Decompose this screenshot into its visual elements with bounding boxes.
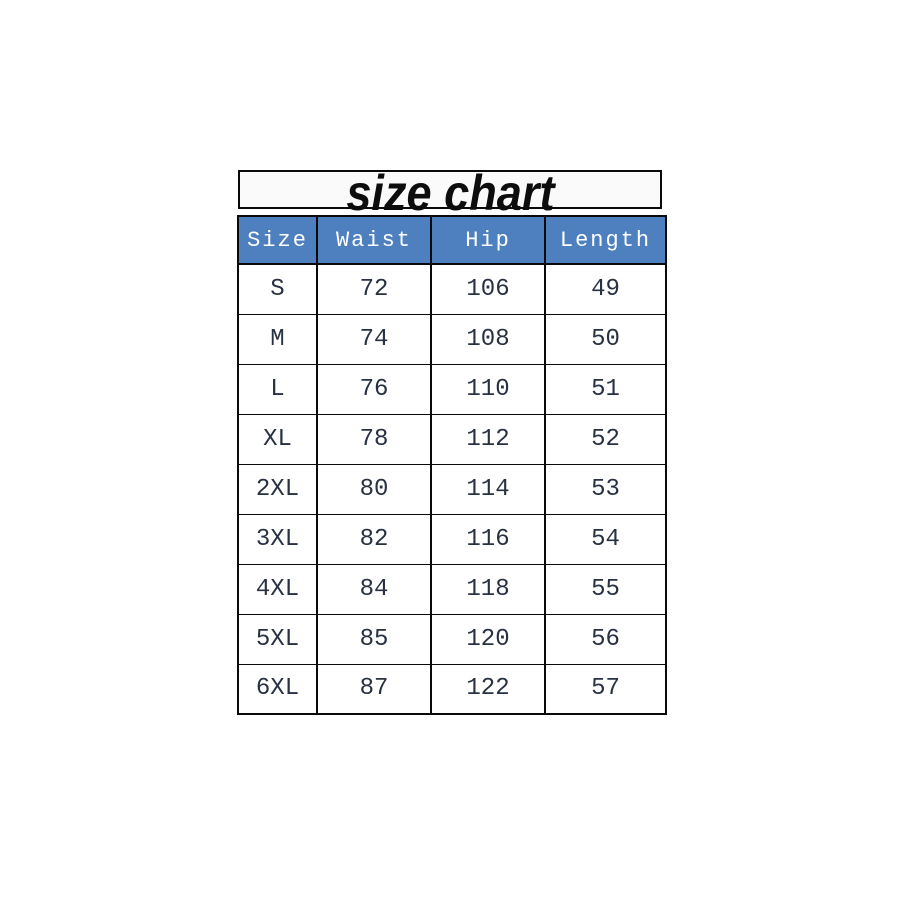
value-cell: 85 [316, 613, 432, 665]
value-cell: 110 [430, 363, 546, 415]
table-row: 6XL 87 122 57 [237, 663, 667, 715]
size-cell: 6XL [237, 663, 318, 715]
value-cell: 82 [316, 513, 432, 565]
table-row: S 72 106 49 [237, 263, 667, 315]
value-cell: 106 [430, 263, 546, 315]
value-cell: 50 [544, 313, 667, 365]
column-header-length: Length [544, 216, 667, 265]
chart-title: size chart [345, 164, 555, 221]
header-row: Size Waist Hip Length [237, 216, 667, 265]
table-row: L 76 110 51 [237, 363, 667, 415]
value-cell: 49 [544, 263, 667, 315]
value-cell: 53 [544, 463, 667, 515]
size-cell: S [237, 263, 318, 315]
value-cell: 120 [430, 613, 546, 665]
table-row: 5XL 85 120 56 [237, 613, 667, 665]
column-header-hip: Hip [430, 216, 546, 265]
value-cell: 122 [430, 663, 546, 715]
value-cell: 87 [316, 663, 432, 715]
title-box: size chart [238, 168, 662, 217]
table-row: XL 78 112 52 [237, 413, 667, 465]
value-cell: 57 [544, 663, 667, 715]
size-cell: L [237, 363, 318, 415]
value-cell: 118 [430, 563, 546, 615]
value-cell: 72 [316, 263, 432, 315]
value-cell: 84 [316, 563, 432, 615]
value-cell: 52 [544, 413, 667, 465]
size-cell: 4XL [237, 563, 318, 615]
value-cell: 56 [544, 613, 667, 665]
value-cell: 76 [316, 363, 432, 415]
size-cell: 3XL [237, 513, 318, 565]
value-cell: 55 [544, 563, 667, 615]
table-row: 2XL 80 114 53 [237, 463, 667, 515]
table-row: M 74 108 50 [237, 313, 667, 365]
value-cell: 108 [430, 313, 546, 365]
table-row: 4XL 84 118 55 [237, 563, 667, 615]
size-cell: M [237, 313, 318, 365]
size-chart-table: Size Waist Hip Length S 72 106 49 M 74 108 50 L 76 11… [237, 215, 667, 715]
column-header-waist: Waist [316, 216, 432, 265]
column-header-size: Size [237, 216, 318, 265]
value-cell: 51 [544, 363, 667, 415]
value-cell: 116 [430, 513, 546, 565]
value-cell: 78 [316, 413, 432, 465]
value-cell: 54 [544, 513, 667, 565]
table-header: Size Waist Hip Length [237, 216, 667, 265]
value-cell: 80 [316, 463, 432, 515]
table-body: S 72 106 49 M 74 108 50 L 76 110 51 XL 78 112 52 2XL 80 11… [237, 263, 667, 715]
size-cell: 5XL [237, 613, 318, 665]
size-cell: 2XL [237, 463, 318, 515]
size-cell: XL [237, 413, 318, 465]
value-cell: 74 [316, 313, 432, 365]
table-row: 3XL 82 116 54 [237, 513, 667, 565]
value-cell: 114 [430, 463, 546, 515]
value-cell: 112 [430, 413, 546, 465]
